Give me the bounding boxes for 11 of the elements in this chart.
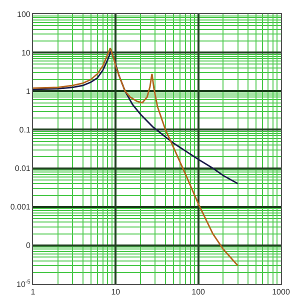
y-tick-label: 10$^{-5}$	[16, 279, 30, 289]
y-tick-label: 0	[26, 241, 31, 250]
y-tick-label: 0.1	[19, 126, 31, 135]
y-tick-label: 10	[21, 48, 31, 58]
y-tick-label: 100	[17, 10, 31, 19]
y-tick-label: 0.01	[14, 164, 31, 174]
y-tick-label: 0.001	[10, 202, 31, 212]
x-tick-label: 1000	[272, 288, 290, 297]
x-tick-label: 10	[111, 288, 121, 297]
x-tick-label: 100	[192, 288, 206, 297]
y-tick-label: 1	[26, 86, 31, 96]
